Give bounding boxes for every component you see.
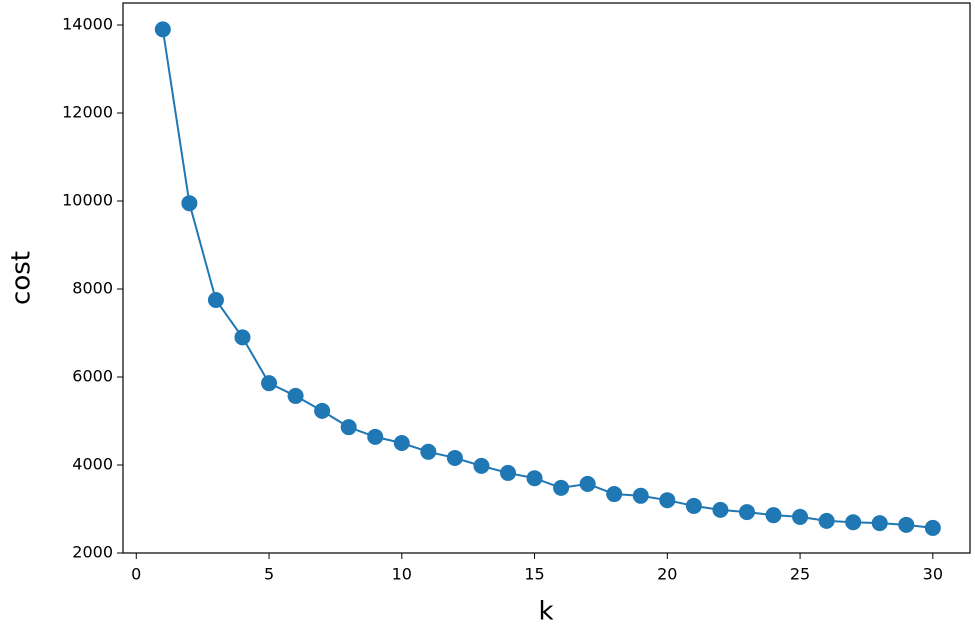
x-tick-label: 25 — [790, 565, 810, 584]
data-point — [207, 292, 224, 308]
data-point — [261, 375, 278, 392]
data-point — [340, 419, 357, 436]
data-point — [526, 470, 543, 487]
x-tick-label: 15 — [524, 565, 544, 584]
y-tick-label: 8000 — [72, 279, 113, 298]
y-tick-label: 14000 — [62, 15, 113, 34]
data-point — [792, 508, 809, 525]
data-point — [685, 497, 702, 514]
plot-frame — [122, 2, 971, 554]
y-tick-label: 2000 — [72, 543, 113, 562]
y-tick-label: 12000 — [62, 103, 113, 122]
data-point — [393, 435, 410, 451]
data-point — [712, 501, 729, 518]
y-tick-label: 6000 — [72, 367, 113, 386]
data-point — [287, 387, 304, 404]
data-point — [500, 464, 516, 481]
data-point — [181, 195, 198, 212]
x-tick-label: 30 — [923, 565, 943, 584]
y-axis-label: cost — [7, 251, 37, 305]
data-point — [367, 428, 384, 445]
data-point — [898, 516, 915, 533]
y-tick-label: 10000 — [62, 191, 113, 210]
x-axis-label: k — [538, 597, 553, 627]
data-point — [473, 457, 490, 474]
data-point — [154, 21, 171, 38]
data-point — [738, 504, 755, 521]
x-tick-label: 20 — [657, 565, 677, 584]
data-point — [553, 479, 570, 496]
data-point — [818, 512, 835, 529]
data-point — [420, 443, 437, 460]
data-point — [765, 507, 782, 524]
data-point — [924, 519, 941, 536]
data-point — [845, 514, 862, 531]
data-line — [161, 29, 933, 529]
data-point — [234, 329, 251, 346]
x-tick-label: 5 — [264, 565, 274, 584]
data-point — [446, 449, 463, 466]
data-point — [314, 402, 331, 419]
x-tick-label: 10 — [392, 565, 412, 584]
data-point — [579, 475, 596, 492]
x-tick-label: 0 — [131, 565, 141, 584]
data-point — [632, 487, 649, 504]
y-tick-label: 4000 — [72, 455, 113, 474]
data-point — [871, 515, 888, 532]
data-point — [659, 492, 676, 509]
data-point — [606, 486, 623, 503]
